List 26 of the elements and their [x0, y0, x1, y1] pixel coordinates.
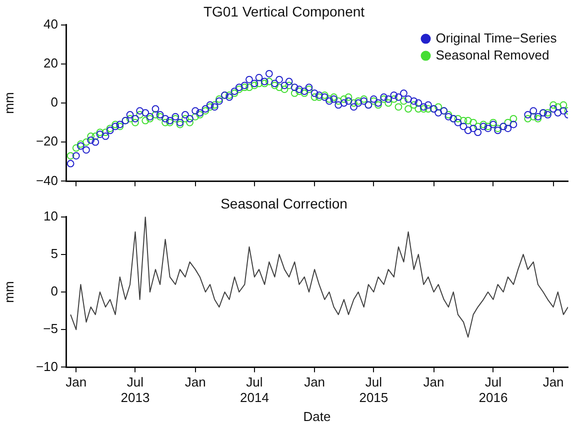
x-tick-label: Jul 2014 — [240, 374, 269, 406]
x-tick-label: Jan — [542, 374, 564, 390]
x-axis-title: Date — [303, 408, 331, 424]
y-axis-title: mm — [1, 281, 16, 303]
y-axis-title: mm — [1, 92, 16, 114]
x-tick-label: Jan — [184, 374, 206, 390]
y-tick-label: −5 — [43, 321, 58, 336]
y-tick-label: 40 — [44, 16, 58, 32]
legend-label: Seasonal Removed — [436, 47, 550, 62]
y-tick-label: −20 — [36, 134, 58, 149]
x-tick-label: Jul 2016 — [478, 374, 508, 406]
x-tick-label: Jan — [423, 374, 444, 390]
x-tick-label: Jul 2015 — [359, 374, 388, 406]
legend-label: Original Time−Series — [436, 30, 558, 46]
y-tick-label: −40 — [36, 172, 58, 188]
chart-title: TG01 Vertical Component — [203, 3, 365, 20]
y-tick-label: 0 — [50, 94, 58, 110]
x-tick-label: Jan — [66, 374, 87, 390]
y-tick-label: 10 — [44, 208, 58, 224]
chart-title: Seasonal Correction — [220, 195, 348, 212]
y-tick-label: 0 — [50, 284, 58, 299]
y-tick-label: 5 — [50, 246, 58, 261]
y-tick-label: −10 — [36, 358, 58, 374]
x-tick-label: Jul 2013 — [120, 374, 150, 406]
y-tick-label: 20 — [44, 55, 58, 70]
x-tick-label: Jan — [304, 374, 326, 390]
